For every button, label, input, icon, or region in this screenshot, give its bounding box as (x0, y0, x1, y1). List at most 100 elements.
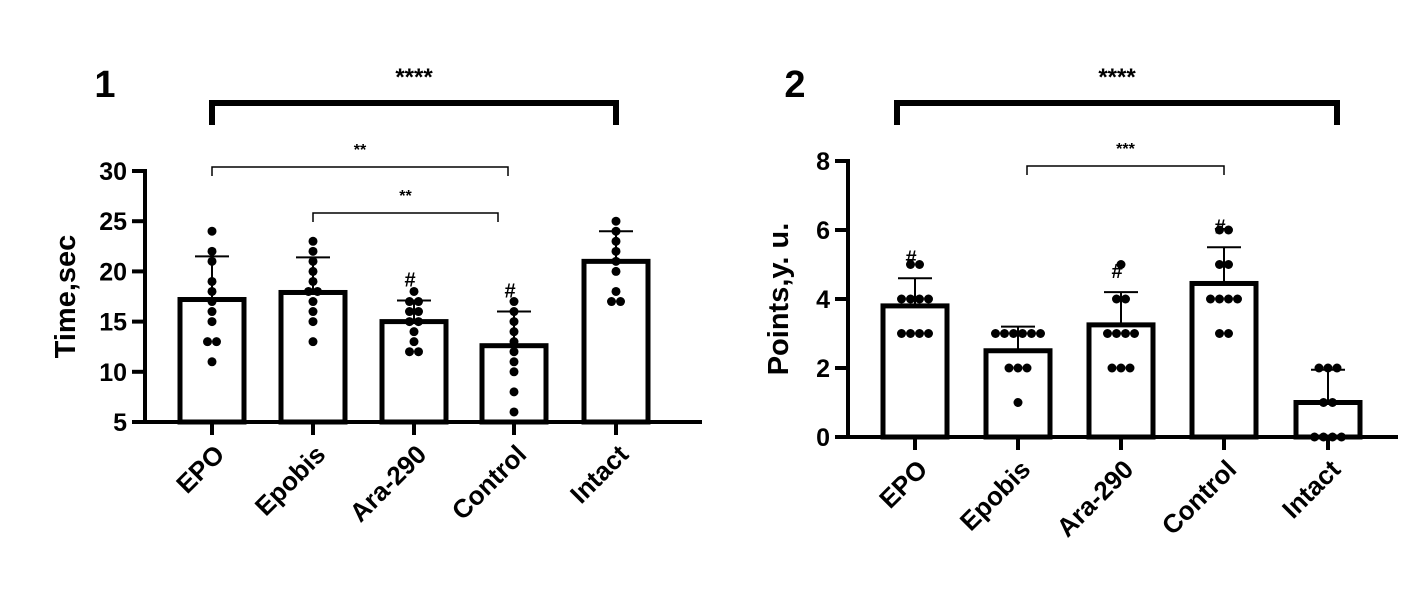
comparison-bracket (211, 166, 509, 176)
y-tick-label: 2 (816, 355, 830, 383)
data-point (1116, 363, 1126, 373)
panel-label: 1 (94, 64, 115, 106)
data-point (409, 286, 419, 296)
data-point (308, 256, 318, 266)
data-point (313, 286, 322, 296)
data-point (308, 317, 318, 327)
data-point (924, 294, 933, 304)
data-point (308, 236, 318, 246)
panel-label: 2 (784, 64, 805, 106)
data-point (915, 329, 924, 338)
data-point (509, 297, 519, 307)
category-label: Ara-290 (344, 439, 433, 528)
data-point (409, 337, 419, 347)
data-point (1337, 432, 1346, 442)
data-point (1004, 363, 1014, 373)
category-label: Control (1156, 454, 1243, 541)
data-point (607, 297, 616, 307)
bar-ara-290 (379, 319, 449, 425)
data-point (1107, 363, 1117, 373)
y-tick-label: 0 (816, 424, 830, 452)
bar-intact (581, 258, 651, 425)
data-point (308, 337, 318, 347)
data-point (308, 246, 318, 256)
data-point (897, 329, 906, 338)
data-point (1130, 329, 1139, 338)
data-point (308, 266, 318, 276)
data-point (308, 297, 318, 307)
hash-marker: # (1111, 261, 1122, 283)
category-label: EPO (873, 454, 933, 514)
data-point (1224, 329, 1233, 338)
data-point (611, 216, 621, 226)
data-point (207, 286, 217, 296)
data-point (509, 407, 519, 417)
data-point (1112, 329, 1121, 338)
y-tick-label: 8 (816, 148, 830, 176)
data-point (409, 327, 419, 337)
category-label: Ara-290 (1051, 454, 1140, 543)
data-point (509, 387, 519, 397)
hash-marker: # (1214, 216, 1225, 238)
data-point (1116, 260, 1126, 269)
data-point (207, 317, 217, 327)
data-point (1013, 398, 1023, 407)
data-point (1319, 432, 1328, 442)
data-point (1000, 329, 1009, 338)
data-point (207, 226, 217, 236)
data-point (906, 294, 915, 304)
data-point (308, 276, 318, 286)
y-axis-label: Time,sec (50, 235, 82, 359)
data-point (1121, 329, 1130, 338)
bar-ara-290 (1086, 322, 1156, 440)
data-point (915, 294, 924, 304)
significance-label: *** (1116, 141, 1135, 158)
y-tick-label: 30 (99, 158, 127, 186)
significance-label: **** (1098, 64, 1136, 91)
y-tick-label: 15 (99, 309, 127, 337)
data-point (1103, 329, 1112, 338)
data-point (405, 317, 414, 327)
data-point (414, 347, 423, 357)
y-tick-label: 6 (816, 217, 830, 245)
significance-label: ** (399, 188, 412, 205)
data-point (509, 327, 519, 337)
data-point (414, 297, 423, 307)
bar-intact (1293, 400, 1363, 440)
y-tick-label: 20 (99, 258, 127, 286)
data-point (414, 307, 423, 317)
data-point (924, 329, 933, 338)
data-point (1233, 294, 1242, 304)
y-tick-label: 4 (816, 286, 830, 314)
data-point (611, 246, 621, 256)
data-point (616, 297, 625, 307)
category-label: Control (446, 439, 533, 526)
data-point (1215, 260, 1224, 269)
data-point (1215, 225, 1224, 235)
data-point (906, 329, 915, 338)
data-point (1027, 329, 1036, 338)
data-point (207, 297, 217, 307)
data-point (1224, 260, 1233, 269)
data-point (1121, 294, 1130, 304)
data-point (405, 307, 414, 317)
data-point (915, 260, 924, 269)
data-point (1314, 363, 1324, 373)
y-tick-label: 25 (99, 208, 127, 236)
data-point (1215, 329, 1224, 338)
data-point (1328, 432, 1337, 442)
bar-epo (880, 303, 950, 440)
category-label: EPO (170, 439, 230, 499)
data-point (509, 367, 519, 377)
data-point (897, 294, 906, 304)
data-point (1036, 329, 1045, 338)
data-point (304, 286, 313, 296)
bar-control (1189, 280, 1259, 440)
chart-panel-2: 2 Points,y. u. 0 2 4 6 8 # EPO Epobis # Ara-290 # Con… (763, 64, 1398, 543)
data-point (1332, 363, 1342, 373)
data-point (991, 329, 1000, 338)
data-point (906, 260, 915, 269)
data-point (611, 256, 621, 266)
data-point (1009, 329, 1018, 338)
data-point (509, 337, 519, 347)
